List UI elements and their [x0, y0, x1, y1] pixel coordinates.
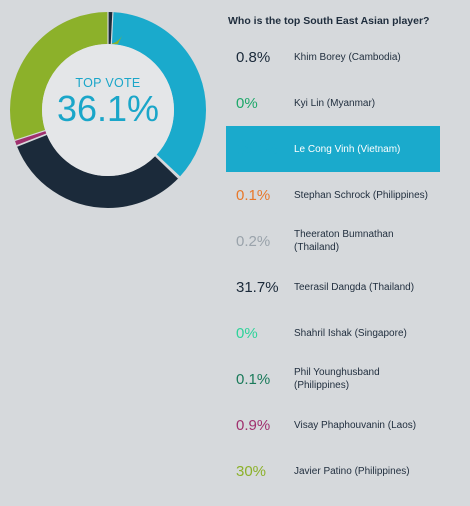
poll-question: Who is the top South East Asian player? [228, 15, 430, 27]
option-name: Phil Younghusband (Philippines) [294, 367, 380, 391]
option-name: Theeraton Bumnathan (Thailand) [294, 229, 394, 253]
option-percent: 0.9% [236, 416, 271, 434]
slice-separator [16, 133, 47, 147]
poll-option-row[interactable]: 36.1% Le Cong Vinh (Vietnam) [226, 126, 440, 172]
slice-separator [155, 154, 180, 178]
option-name: Stephan Schrock (Philippines) [294, 189, 428, 201]
option-percent: 0.1% [236, 370, 271, 388]
option-name: Javier Patino (Philippines) [294, 465, 410, 477]
option-percent: 31.7% [236, 278, 279, 296]
option-percent: 36.1% [236, 140, 279, 158]
option-percent: 0.2% [236, 232, 271, 250]
slice-separator [155, 155, 179, 179]
option-name: Visay Phaphouvanin (Laos) [294, 419, 417, 431]
donut-center [42, 44, 174, 176]
option-name: Le Cong Vinh (Vietnam) [294, 143, 401, 155]
donut-slice [10, 12, 206, 208]
donut-svg [10, 12, 206, 208]
top-vote-caption: TOP VOTE [75, 76, 141, 90]
option-name: Khim Borey (Cambodia) [294, 51, 401, 63]
poll-option-row[interactable]: 0% Shahril Ishak (Singapore) [226, 310, 440, 356]
option-name: Kyi Lin (Myanmar) [294, 97, 376, 109]
poll-option-row[interactable]: 0.8% Khim Borey (Cambodia) [226, 34, 440, 80]
slice-separator [110, 12, 114, 45]
slice-separator [14, 129, 46, 142]
option-percent: 0.8% [236, 48, 271, 66]
donut-slice [10, 12, 206, 208]
option-percent: 0.1% [236, 186, 271, 204]
poll-options-list: 0.8% Khim Borey (Cambodia) 0% Kyi Lin (Myan… [226, 34, 440, 494]
donut-chart: TOP VOTE 36.1% [0, 0, 220, 220]
option-percent: 0% [236, 324, 258, 342]
poll-option-row[interactable]: 31.7% Teerasil Dangda (Thailand) [226, 264, 440, 310]
poll-option-row[interactable]: 0.2% Theeraton Bumnathan (Thailand) [226, 218, 440, 264]
poll-option-row[interactable]: 0% Kyi Lin (Myanmar) [226, 80, 440, 126]
poll-option-row[interactable]: 30% Javier Patino (Philippines) [226, 448, 440, 494]
option-name: Teerasil Dangda (Thailand) [294, 281, 415, 293]
top-vote-value: 36.1% [56, 88, 160, 129]
poll-option-row[interactable]: 0.9% Visay Phaphouvanin (Laos) [226, 402, 440, 448]
option-name: Shahril Ishak (Singapore) [294, 327, 407, 339]
option-percent: 30% [236, 462, 267, 480]
poll-option-row[interactable]: 0.1% Phil Younghusband (Philippines) [226, 356, 440, 402]
poll-option-row[interactable]: 0.1% Stephan Schrock (Philippines) [226, 172, 440, 218]
option-percent: 0% [236, 94, 258, 112]
